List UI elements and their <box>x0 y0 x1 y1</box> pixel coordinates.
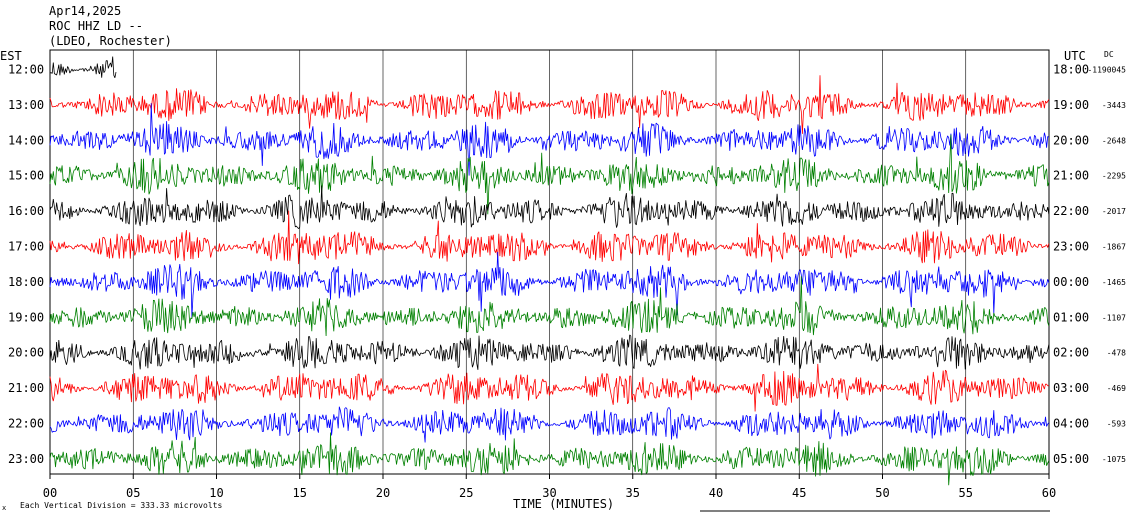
right-timezone-label: UTC <box>1064 49 1086 63</box>
x-axis-ticks: 00 05 10 15 20 25 30 35 40 45 50 55 60 <box>43 474 1056 500</box>
trace-1700 <box>49 210 1050 265</box>
utc-label-0100: 01:00 <box>1053 310 1089 324</box>
x-tick-label-20: 20 <box>376 486 390 500</box>
corner-mark: x <box>2 504 6 512</box>
utc-label-0500: 05:00 <box>1053 452 1089 466</box>
utc-label-2000: 20:00 <box>1053 133 1089 147</box>
utc-label-2100: 21:00 <box>1053 169 1089 183</box>
est-label-1800: 18:00 <box>8 275 44 289</box>
utc-label-1900: 19:00 <box>1053 98 1089 112</box>
dc-value-2: -2648 <box>1102 136 1126 145</box>
utc-label-0400: 04:00 <box>1053 417 1089 431</box>
dc-value-8: -478 <box>1107 349 1126 358</box>
x-tick-label-35: 35 <box>626 486 640 500</box>
header-station: ROC HHZ LD -- <box>49 19 143 33</box>
dc-value-4: -2017 <box>1102 207 1126 216</box>
trace-2000 <box>49 334 1050 370</box>
est-label-2100: 21:00 <box>8 381 44 395</box>
minute-gridlines <box>132 50 967 474</box>
x-tick-label-55: 55 <box>959 486 973 500</box>
x-tick-label-05: 05 <box>126 486 140 500</box>
dc-value-10: -593 <box>1107 420 1126 429</box>
utc-label-2300: 23:00 <box>1053 240 1089 254</box>
dc-value-1: -3443 <box>1102 101 1126 110</box>
x-tick-label-40: 40 <box>709 486 723 500</box>
x-tick-label-50: 50 <box>875 486 889 500</box>
utc-label-2200: 22:00 <box>1053 204 1089 218</box>
x-axis-title: TIME (MINUTES) <box>513 497 614 511</box>
dc-value-7: -1107 <box>1102 313 1126 322</box>
est-label-2300: 23:00 <box>8 452 44 466</box>
est-label-1200: 12:00 <box>8 63 44 77</box>
dc-value-9: -469 <box>1107 384 1126 393</box>
trace-1600 <box>49 185 1050 229</box>
seismic-traces <box>49 56 1050 486</box>
est-label-1300: 13:00 <box>8 98 44 112</box>
x-tick-label-60: 60 <box>1042 486 1056 500</box>
est-label-2000: 20:00 <box>8 346 44 360</box>
trace-1200 <box>49 56 117 78</box>
dc-header-label: DC <box>1104 50 1114 59</box>
x-tick-label-15: 15 <box>293 486 307 500</box>
trace-1300 <box>49 75 1050 134</box>
left-timezone-label: EST <box>0 49 22 63</box>
x-tick-label-10: 10 <box>209 486 223 500</box>
x-tick-label-45: 45 <box>792 486 806 500</box>
dc-value-5: -1867 <box>1102 243 1126 252</box>
header-network: (LDEO, Rochester) <box>49 34 172 48</box>
dc-value-11: -1075 <box>1102 455 1126 464</box>
dc-value-6: -1465 <box>1102 278 1126 287</box>
trace-1400 <box>49 103 1050 176</box>
header-date: Apr14,2025 <box>49 4 121 18</box>
utc-label-0200: 02:00 <box>1053 346 1089 360</box>
x-tick-label-00: 00 <box>43 486 57 500</box>
est-label-1400: 14:00 <box>8 133 44 147</box>
footnote-scale: Each Vertical Division = 333.33 microvol… <box>20 501 222 510</box>
est-label-2200: 22:00 <box>8 417 44 431</box>
trace-1500 <box>49 134 1050 215</box>
trace-1900 <box>49 276 1050 337</box>
trace-2200 <box>49 406 1050 443</box>
x-tick-label-25: 25 <box>459 486 473 500</box>
utc-label-1800: 18:00 <box>1053 63 1089 77</box>
est-label-1500: 15:00 <box>8 169 44 183</box>
est-label-1600: 16:00 <box>8 204 44 218</box>
trace-1800 <box>49 251 1050 319</box>
est-label-1900: 19:00 <box>8 310 44 324</box>
utc-label-0300: 03:00 <box>1053 381 1089 395</box>
dc-value-0: -1190045 <box>1087 66 1126 75</box>
x-tick-label-30: 30 <box>542 486 556 500</box>
dc-value-3: -2295 <box>1102 172 1126 181</box>
est-label-1700: 17:00 <box>8 240 44 254</box>
trace-2300 <box>49 432 1050 486</box>
utc-label-0000: 00:00 <box>1053 275 1089 289</box>
trace-2100 <box>49 363 1049 412</box>
